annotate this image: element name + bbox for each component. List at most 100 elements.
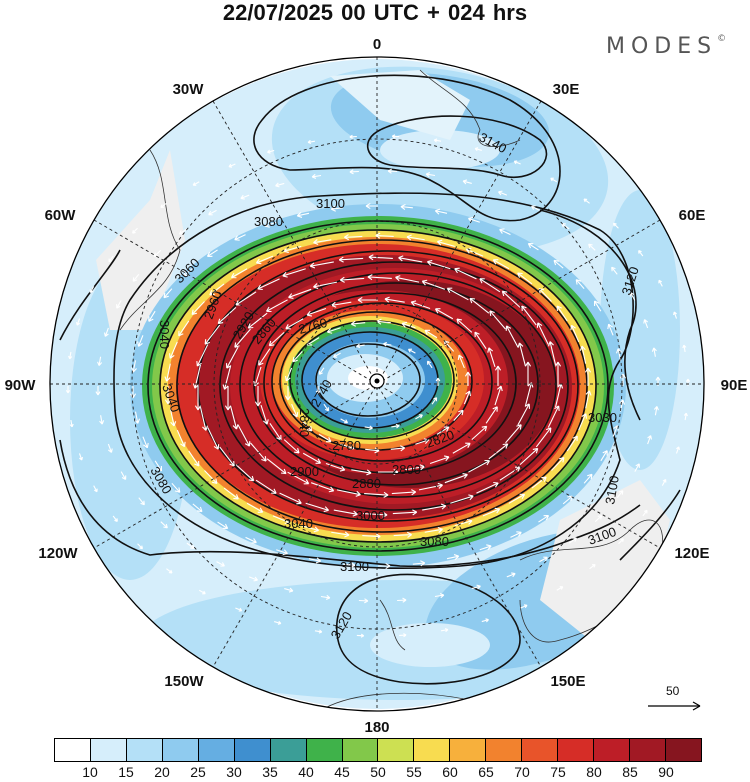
colorbar-tick-label: 20 [154,764,170,780]
wind-vector [418,482,443,491]
wind-vector [97,356,103,366]
wind-vector [120,471,127,480]
wind-vector [363,511,388,518]
wind-vector [548,341,557,366]
wind-vector [260,404,269,425]
wind-vector [69,419,74,428]
wind-vector [510,531,522,538]
wind-vector [154,460,163,472]
wind-vector [171,482,181,493]
wind-vector [600,450,608,462]
wind-vector [326,327,341,334]
wind-vector [520,604,528,609]
wind-vector [450,494,474,504]
wind-vector [192,503,203,513]
wind-vector [310,482,335,493]
wind-vector [412,560,426,567]
wind-vector [550,177,558,183]
wind-vector [476,481,499,494]
wind-vector [268,331,285,347]
lon-label-120w: 120W [38,545,78,562]
wind-vector [338,256,364,263]
wind-vector [429,455,450,465]
wind-vector [186,542,195,549]
wind-vector [266,458,287,475]
wind-vector [397,597,407,603]
wind-vector [474,331,487,349]
wind-vector [235,607,243,612]
wind-vector [471,425,488,441]
wind-vector [481,618,489,623]
wind-vector [78,453,83,461]
wind-vector [422,503,447,511]
wind-vector [306,307,327,317]
colorbar-swatch [558,739,595,761]
colorbar-tick-label: 45 [334,764,350,780]
wind-vector [313,239,332,246]
wind-vector [434,208,448,215]
colorbar-swatch [198,739,235,761]
colorbar-swatch [522,739,559,761]
colorbar-swatch [342,739,379,761]
wind-vector [424,329,438,339]
wind-vector [349,169,359,175]
wind-vector [216,561,225,567]
wind-vector [521,305,537,326]
wind-vector [661,478,667,486]
wind-vector [313,281,338,290]
lon-label-150e: 150E [550,673,585,690]
wind-vector [169,408,177,427]
wind-vector [404,464,425,471]
colorbar-tick-label: 75 [550,764,566,780]
colorbar-tick-label: 25 [190,764,206,780]
wind-vector [612,222,619,229]
colorbar-tick-label: 50 [370,764,386,780]
wind-vector [288,288,312,299]
wind-vector [489,310,506,330]
colorbar-tick-label: 15 [118,764,134,780]
wind-vector [570,324,580,343]
wind-vector [566,435,578,452]
wind-vector [132,273,140,282]
wind-vector [464,371,472,386]
wind-vector [551,456,565,471]
wind-vector [266,299,288,313]
wind-vector [89,286,95,294]
colorbar-swatch [665,739,701,761]
colorbar-labels: 10 15 20 25 30 35 40 45 50 55 60 65 70 75 80 85 90 [54,764,702,782]
colorbar-tick-label: 85 [622,764,638,780]
wind-vector [344,234,363,241]
wind-vector [160,521,168,529]
wind-vector [160,202,167,209]
wind-vector [469,297,490,314]
wind-vector [492,259,510,270]
wind-vector [301,420,313,432]
wind-vector [494,385,503,406]
wind-vector [248,576,258,582]
wind-vector [487,347,496,368]
wind-vector [505,325,519,348]
wind-vector [320,594,331,600]
colorbar-tick-label: 55 [406,764,422,780]
colorbar [54,738,702,762]
colorbar-tick-label: 90 [658,764,674,780]
wind-vector [519,447,539,466]
wind-vector [435,377,441,386]
wind-vector [234,328,251,348]
wind-vector [524,382,534,406]
wind-vector [351,469,372,476]
wind-vector [305,502,330,513]
wind-vector [192,181,200,186]
lon-label-60e: 60E [679,207,706,224]
wind-vector [219,446,235,467]
wind-vector [112,515,118,522]
colorbar-tick-label: 40 [298,764,314,780]
wind-vector [65,386,71,394]
wind-vector [444,473,468,484]
colorbar-swatch [414,739,451,761]
polar-map: 3140 3120 3120 3100 3100 3100 3100 3080 … [5,36,748,735]
wind-vector [258,348,271,366]
wind-vector [339,276,365,283]
wind-vector [399,633,407,638]
reference-vector-arrow-icon [648,701,701,711]
